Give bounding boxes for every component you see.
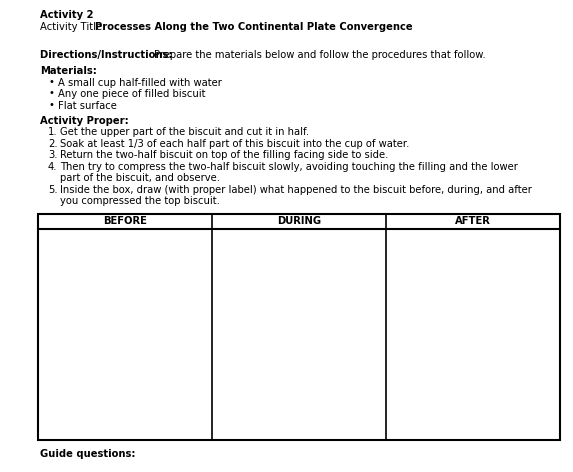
Text: Guide questions:: Guide questions:	[40, 449, 135, 459]
Text: BEFORE: BEFORE	[103, 216, 147, 226]
Text: Any one piece of filled biscuit: Any one piece of filled biscuit	[58, 89, 206, 99]
Text: 4.: 4.	[48, 162, 57, 172]
Text: Activity 2: Activity 2	[40, 10, 93, 20]
Text: Get the upper part of the biscuit and cut it in half.: Get the upper part of the biscuit and cu…	[60, 127, 309, 137]
Text: Activity Proper:: Activity Proper:	[40, 116, 129, 126]
Text: •: •	[48, 100, 54, 110]
Text: 3.: 3.	[48, 150, 57, 160]
Text: Soak at least 1/3 of each half part of this biscuit into the cup of water.: Soak at least 1/3 of each half part of t…	[60, 139, 409, 149]
Text: 1.: 1.	[48, 127, 58, 137]
Text: Flat surface: Flat surface	[58, 101, 117, 111]
Text: Processes Along the Two Continental Plate Convergence: Processes Along the Two Continental Plat…	[95, 22, 413, 32]
Text: 2.: 2.	[48, 139, 58, 149]
Bar	[38, 213, 560, 440]
Text: Materials:: Materials:	[40, 67, 97, 76]
Text: part of the biscuit, and observe.: part of the biscuit, and observe.	[60, 173, 220, 183]
Text: Then try to compress the two-half biscuit slowly, avoiding touching the filling : Then try to compress the two-half biscui…	[60, 162, 518, 172]
Text: A small cup half-filled with water: A small cup half-filled with water	[58, 78, 222, 88]
Text: DURING: DURING	[277, 216, 321, 226]
Text: Inside the box, draw (with proper label) what happened to the biscuit before, du: Inside the box, draw (with proper label)…	[60, 185, 532, 195]
Text: AFTER: AFTER	[455, 216, 491, 226]
Text: Directions/Instructions:: Directions/Instructions:	[40, 50, 176, 60]
Text: Activity Title:: Activity Title:	[40, 22, 108, 32]
Text: you compressed the top biscuit.: you compressed the top biscuit.	[60, 196, 220, 206]
Text: •: •	[48, 77, 54, 87]
Text: •: •	[48, 88, 54, 98]
Text: Prepare the materials below and follow the procedures that follow.: Prepare the materials below and follow t…	[154, 50, 486, 60]
Text: Return the two-half biscuit on top of the filling facing side to side.: Return the two-half biscuit on top of th…	[60, 150, 388, 160]
Text: 5.: 5.	[48, 185, 58, 195]
